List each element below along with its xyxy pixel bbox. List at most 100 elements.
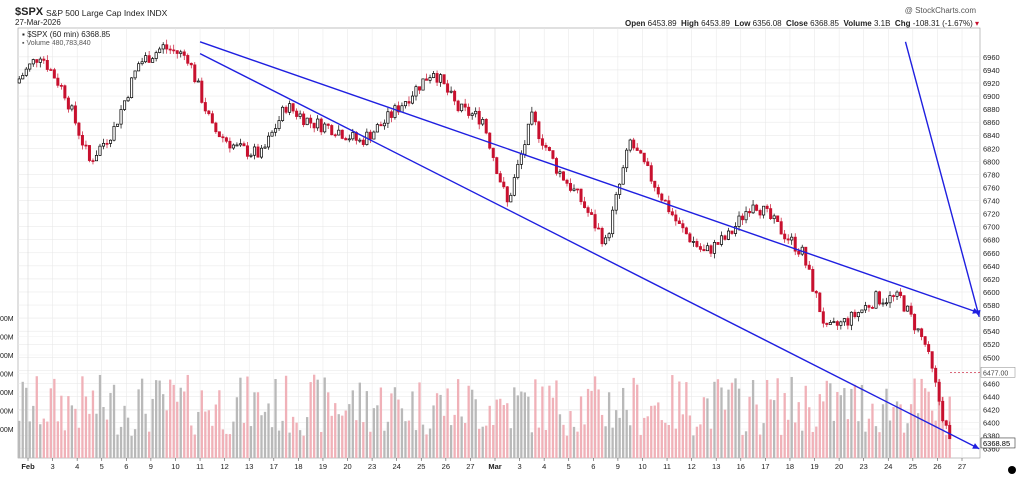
volume-bar (404, 421, 407, 458)
volume-bar (688, 415, 692, 458)
x-tick-label: 16 (737, 462, 745, 471)
x-tick-label: 19 (319, 462, 327, 471)
candle (526, 123, 530, 146)
candle (288, 103, 292, 113)
candle (116, 123, 120, 127)
candle (375, 124, 379, 133)
candle (772, 215, 776, 220)
candle (632, 139, 636, 149)
candle (193, 64, 197, 83)
y-tick-label: 6740 (983, 197, 1000, 206)
volume-bar (551, 397, 555, 458)
stockcharts-credit[interactable]: @ StockCharts.com (904, 6, 976, 15)
candle (533, 111, 537, 123)
candles (17, 39, 952, 440)
y-tick-label: 6840 (983, 131, 1000, 140)
y-tick-label: 6500 (983, 353, 1000, 362)
volume-bar (165, 410, 168, 458)
volume-bar (460, 416, 463, 458)
candle (393, 105, 397, 118)
volume-bar (467, 385, 470, 458)
volume-bar (351, 390, 354, 458)
volume-bar (337, 414, 340, 458)
volume-bar (839, 395, 843, 458)
volume-tick-label: 00M (0, 335, 14, 342)
volume-bar (558, 414, 562, 458)
volume-bar (372, 408, 376, 458)
candle (502, 181, 506, 188)
volume-bar (25, 387, 28, 458)
candle (281, 106, 285, 121)
candle (600, 227, 604, 245)
candle (372, 131, 376, 140)
volume-bar (639, 434, 642, 458)
candle (133, 70, 137, 79)
quote-bar: Open 6453.89 High 6453.89 Low 6356.08 Cl… (625, 19, 979, 28)
volume-bar (674, 428, 677, 458)
candle (140, 61, 144, 65)
candle (519, 153, 523, 165)
x-tick-label: 24 (393, 462, 401, 471)
volume-bar (53, 378, 56, 458)
candle (807, 264, 811, 270)
y-tick-label: 6820 (983, 144, 1000, 153)
volume-bar (685, 382, 688, 458)
volume-bar (432, 405, 435, 458)
volume-tick-label: 00M (0, 316, 14, 323)
candle (182, 51, 186, 56)
candle (453, 90, 457, 102)
candle (488, 132, 492, 149)
candle (744, 211, 748, 221)
candle (579, 188, 583, 203)
volume-bar (70, 405, 74, 458)
volume-bar (358, 382, 361, 458)
volume-bar (435, 393, 439, 458)
volume-bar (112, 384, 116, 458)
volume-bar (938, 379, 941, 458)
chg-value: -108.31 (-1.67%) (912, 19, 973, 28)
candle (228, 140, 232, 149)
candle (618, 183, 622, 195)
last-price-box (980, 437, 1016, 449)
volume-bar (376, 405, 379, 458)
volume-bar (751, 380, 755, 458)
candle (270, 131, 274, 137)
volume-bar (362, 422, 365, 458)
volume-bar (140, 378, 144, 458)
candle (403, 101, 407, 107)
candle (474, 110, 478, 115)
volume-bar (923, 388, 927, 458)
y-tick-label: 6640 (983, 262, 1000, 271)
volume-bar (418, 382, 421, 458)
candle (572, 188, 576, 191)
last-price-label: 6368.85 (983, 439, 1010, 448)
candle (295, 110, 299, 117)
candle (379, 124, 383, 127)
volume-bar (147, 431, 151, 458)
candle (400, 105, 404, 113)
volume-bar (411, 391, 414, 458)
volume-bar (474, 399, 477, 458)
candle (274, 128, 278, 133)
x-tick-label: 6 (591, 462, 595, 471)
volume-bar (720, 387, 723, 458)
volume-bar (537, 427, 541, 458)
x-tick-label: 4 (542, 462, 546, 471)
candle (821, 311, 825, 324)
x-tick-label: 19 (810, 462, 818, 471)
volume-bar (190, 425, 193, 458)
volume-bar (702, 397, 706, 458)
trendlines (199, 41, 981, 450)
x-tick-label: 10 (638, 462, 646, 471)
volume-bar (313, 374, 316, 458)
volume-bar (246, 376, 249, 458)
volume-bar (488, 405, 491, 458)
volume-bar (671, 375, 674, 458)
candle (920, 328, 924, 337)
candle (259, 147, 264, 158)
candle (674, 214, 678, 222)
volume-bar (818, 394, 821, 458)
volume-bar (664, 422, 667, 458)
candle (105, 142, 109, 145)
